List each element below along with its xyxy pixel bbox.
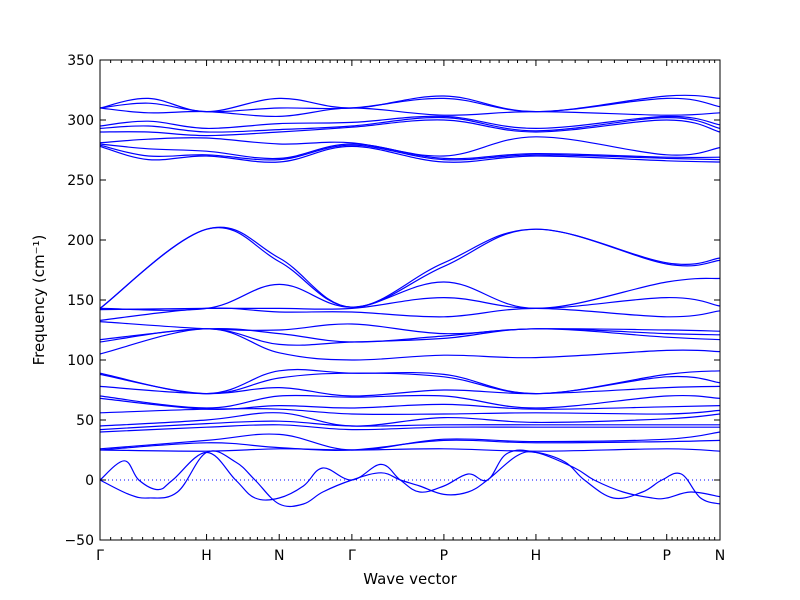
phonon-band-19 <box>99 328 721 361</box>
y-axis-title: Frequency (cm⁻¹) <box>30 235 48 366</box>
bands-group <box>99 94 721 508</box>
phonon-band-6 <box>99 119 721 137</box>
y-tick-label: 100 <box>67 353 94 369</box>
phonon-band-30 <box>99 439 721 451</box>
x-tick-label: N <box>715 548 725 564</box>
x-tick-label: N <box>274 548 284 564</box>
y-tick-label: 250 <box>67 173 94 189</box>
phonon-band-12 <box>99 227 721 309</box>
phonon-band-9 <box>99 144 721 161</box>
phonon-band-25 <box>99 408 721 416</box>
phonon-band-22 <box>99 385 721 397</box>
x-tick-label: H <box>531 548 542 564</box>
phonon-band-32 <box>99 449 721 501</box>
x-tick-label: Γ <box>348 548 356 564</box>
y-tick-label: 50 <box>76 413 94 429</box>
phonon-band-23 <box>99 394 721 409</box>
phonon-band-14 <box>99 296 721 311</box>
phonon-band-4 <box>99 115 721 130</box>
phonon-band-27 <box>99 420 720 431</box>
y-axis-ticks: −50 0 50 100 150 200 250 300 350 <box>64 53 720 549</box>
phonon-band-3 <box>99 107 721 118</box>
phonon-band-15 <box>99 307 721 321</box>
phonon-band-21 <box>99 372 721 395</box>
y-tick-label: 150 <box>67 293 94 309</box>
x-tick-label: P <box>440 548 448 564</box>
phonon-band-5 <box>99 116 721 133</box>
y-tick-label: −50 <box>64 533 94 549</box>
phonon-band-1 <box>99 94 721 113</box>
x-tick-label: P <box>662 548 670 564</box>
x-axis-title: Wave vector <box>363 570 457 588</box>
x-tick-label: Γ <box>96 548 104 564</box>
y-tick-label: 300 <box>67 113 94 129</box>
x-tick-label: H <box>201 548 212 564</box>
phonon-band-26 <box>99 412 721 427</box>
phonon-band-13 <box>99 277 721 311</box>
phonon-band-31 <box>99 448 721 452</box>
y-tick-label: 350 <box>67 53 94 69</box>
phonon-band-8 <box>99 143 721 160</box>
phonon-band-33 <box>99 450 721 508</box>
y-tick-label: 0 <box>85 473 94 489</box>
phonon-band-29 <box>99 431 721 451</box>
phonon-band-2 <box>99 97 721 113</box>
phonon-band-11 <box>99 226 721 309</box>
phonon-band-10 <box>99 145 721 163</box>
phonon-band-28 <box>99 424 720 433</box>
y-tick-label: 200 <box>67 233 94 249</box>
